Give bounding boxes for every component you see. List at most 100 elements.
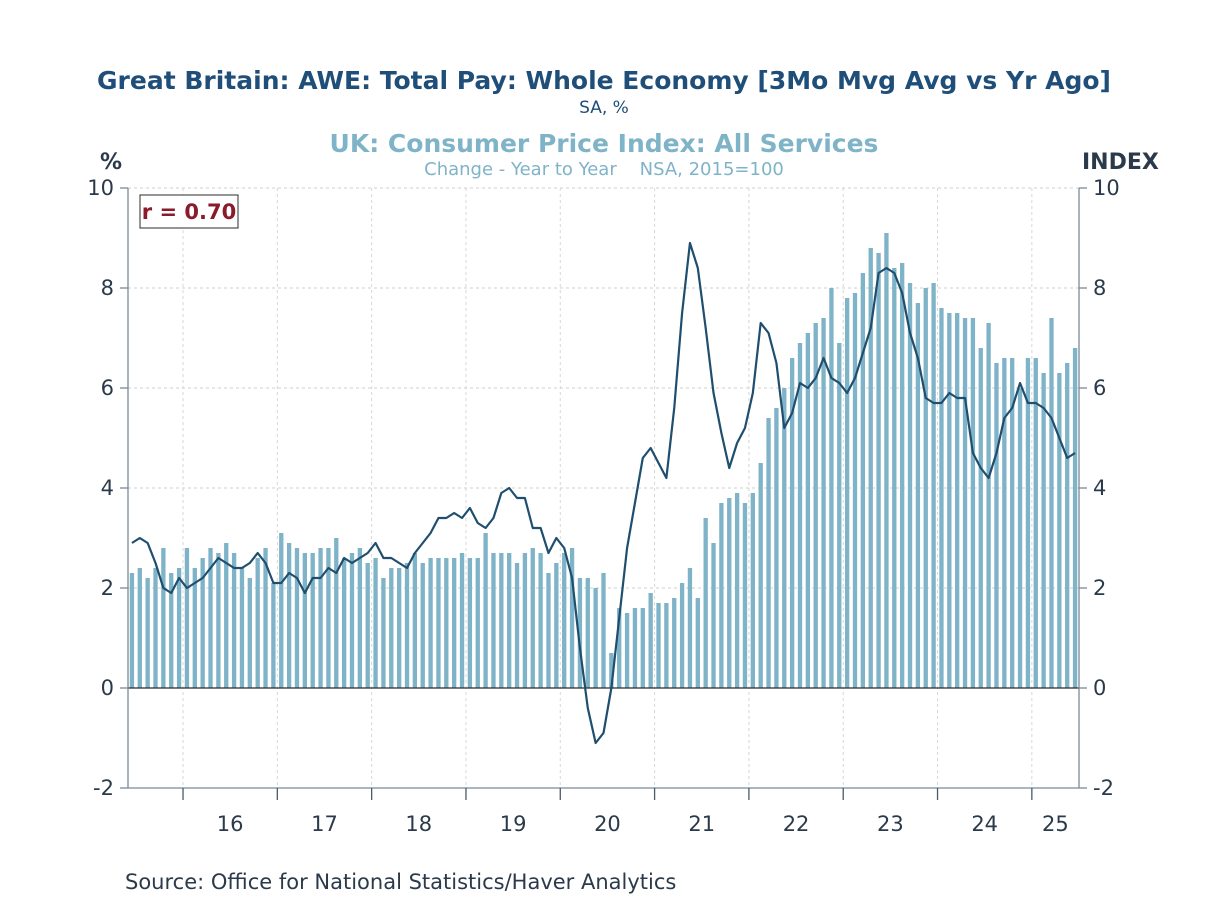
cpi-bar — [341, 558, 347, 688]
cpi-bar — [805, 333, 811, 688]
cpi-bar — [538, 553, 543, 688]
cpi-bar — [459, 553, 465, 688]
cpi-bar — [554, 563, 559, 688]
left-y-tick-label: 6 — [101, 376, 114, 400]
cpi-bar — [821, 318, 826, 688]
cpi-bar — [601, 573, 606, 688]
cpi-bar — [1065, 363, 1070, 688]
cpi-bar — [711, 543, 716, 688]
cpi-bar — [1041, 373, 1046, 688]
cpi-bar — [829, 288, 834, 688]
left-y-tick-label: -2 — [93, 776, 114, 800]
right-y-tick-label: 8 — [1093, 276, 1106, 300]
source-note: Source: Office for National Statistics/H… — [125, 870, 677, 894]
cpi-bar — [679, 583, 685, 688]
cpi-bar — [569, 548, 575, 688]
cpi-bar — [577, 578, 583, 688]
cpi-bar — [357, 548, 363, 688]
cpi-bar — [318, 548, 323, 688]
cpi-bar — [507, 553, 512, 688]
cpi-bar — [931, 283, 936, 688]
cpi-bar — [286, 543, 292, 688]
cpi-bar — [294, 548, 300, 688]
cpi-bar — [1033, 358, 1038, 688]
cpi-bar — [192, 568, 197, 688]
chart-title: Great Britain: AWE: Total Pay: Whole Eco… — [97, 66, 1111, 95]
cpi-bar — [593, 588, 598, 688]
cpi-bar — [514, 563, 520, 688]
cpi-bar — [334, 538, 339, 688]
cpi-bar — [585, 578, 590, 688]
cpi-bar — [208, 548, 213, 688]
cpi-bar — [483, 533, 488, 688]
cpi-bar — [428, 558, 433, 688]
cpi-bar — [1017, 388, 1023, 688]
right-axis-unit: INDEX — [1082, 150, 1159, 175]
correlation-annotation: r = 0.70 — [139, 194, 239, 229]
left-y-tick-label: 8 — [101, 276, 114, 300]
correlation-text: r = 0.70 — [142, 200, 236, 224]
cpi-bar — [452, 558, 457, 688]
cpi-bar — [632, 608, 638, 688]
x-tick-label: 24 — [971, 812, 998, 836]
cpi-bar — [467, 558, 473, 688]
cpi-bar — [1010, 358, 1015, 688]
right-y-tick-label: 4 — [1093, 476, 1106, 500]
cpi-bar — [797, 343, 803, 688]
awe-line — [131, 241, 1076, 745]
x-tick-label: 20 — [594, 812, 621, 836]
cpi-bar — [672, 598, 677, 688]
cpi-bar — [774, 408, 779, 688]
cpi-bar — [860, 273, 866, 688]
cpi-bar — [868, 248, 873, 688]
right-y-tick-label: -2 — [1093, 776, 1114, 800]
x-tick-label: 23 — [877, 812, 904, 836]
cpi-bar — [176, 568, 182, 688]
left-y-tick-labels: -2 0 2 4 6 8 10 — [87, 176, 114, 800]
cpi-bar — [758, 463, 763, 688]
cpi-bar — [302, 553, 307, 688]
cpi-bar — [255, 558, 260, 688]
axes — [120, 187, 1087, 800]
cpi-bar — [734, 493, 740, 688]
cpi-services-bars — [129, 233, 1078, 688]
cpi-bar — [955, 313, 960, 688]
cpi-bar — [915, 303, 921, 688]
cpi-bar — [664, 603, 669, 688]
grid-lines — [128, 187, 1079, 789]
x-tick-label: 21 — [688, 812, 715, 836]
cpi-bar — [436, 558, 441, 688]
cpi-bar — [145, 578, 150, 688]
cpi-bar — [750, 493, 755, 688]
cpi-bar — [522, 553, 528, 688]
cpi-bar — [907, 283, 913, 688]
cpi-bar — [546, 573, 551, 688]
cpi-bar — [986, 323, 991, 688]
left-axis-unit: % — [100, 150, 123, 175]
cpi-bar — [224, 543, 229, 688]
cpi-bar — [1025, 358, 1031, 688]
cpi-bar — [844, 298, 850, 688]
chart-title-2-subtitle: Change - Year to Year NSA, 2015=100 — [424, 159, 784, 180]
cpi-bar — [640, 608, 645, 688]
cpi-bar — [412, 553, 418, 688]
cpi-bar — [396, 568, 402, 688]
cpi-bar — [923, 288, 928, 688]
right-y-tick-labels: -2 0 2 4 6 8 10 — [1093, 176, 1120, 800]
cpi-bar — [789, 358, 795, 688]
cpi-bar — [1049, 318, 1054, 688]
cpi-bar — [381, 578, 386, 688]
right-y-tick-label: 10 — [1093, 176, 1120, 200]
cpi-bar — [530, 548, 535, 688]
awe-series-line — [131, 241, 1076, 745]
right-y-tick-label: 2 — [1093, 576, 1106, 600]
cpi-bar — [970, 318, 976, 688]
cpi-bar — [161, 548, 166, 688]
cpi-bar — [962, 318, 968, 688]
cpi-bar — [137, 568, 142, 688]
cpi-bar — [169, 573, 174, 688]
cpi-bar — [978, 348, 983, 688]
cpi-bar — [939, 308, 944, 688]
cpi-bar — [279, 533, 284, 688]
